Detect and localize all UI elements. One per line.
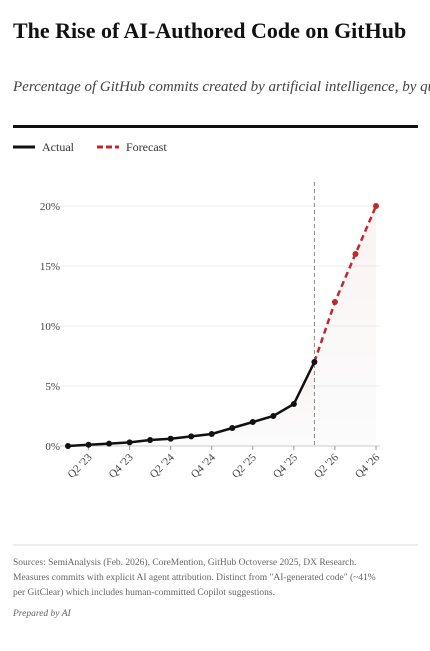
data-point [249, 419, 256, 425]
title-rule [13, 125, 418, 128]
legend-label: Actual [42, 140, 75, 154]
x-tick-label: Q4 '24 [189, 451, 218, 480]
y-tick-label: 10% [40, 321, 60, 333]
data-point [229, 425, 236, 431]
x-tick-label: Q2 '26 [312, 451, 341, 480]
y-tick-label: 20% [40, 201, 60, 213]
data-point [167, 435, 174, 442]
data-point [65, 443, 71, 449]
x-tick-label: Q2 '24 [148, 451, 177, 480]
data-point [373, 203, 379, 209]
data-point [106, 440, 113, 447]
x-tick-label: Q2 '23 [66, 451, 95, 480]
data-point [331, 299, 338, 305]
y-tick-label: 5% [45, 381, 60, 393]
source-line: per GitClear) which includes human-commi… [13, 587, 275, 598]
y-tick-label: 15% [40, 261, 60, 273]
series-area [314, 206, 376, 446]
data-point [270, 413, 277, 419]
source-line: Sources: SemiAnalysis (Feb. 2026), CoreM… [13, 557, 357, 568]
data-point [290, 401, 297, 407]
data-point [126, 439, 133, 446]
series-area [68, 362, 315, 446]
x-tick-label: Q4 '23 [107, 451, 136, 480]
data-point [352, 251, 359, 257]
series-line [313, 205, 378, 363]
chart-title: The Rise of AI-Authored Code on GitHub [13, 18, 406, 43]
x-tick-label: Q4 '25 [271, 451, 300, 480]
data-point [188, 433, 195, 440]
y-tick-label: 0% [45, 441, 60, 453]
credit: Prepared by AI [12, 609, 72, 619]
x-tick-label: Q2 '25 [230, 451, 259, 480]
source-line: Measures commits with explicit AI agent … [13, 572, 376, 583]
legend-label: Forecast [126, 140, 167, 154]
data-point [208, 431, 215, 437]
chart-subtitle: Percentage of GitHub commits created by … [12, 79, 430, 95]
data-point [147, 437, 154, 443]
x-tick-label: Q4 '26 [353, 451, 382, 480]
data-point [311, 359, 318, 365]
data-point [85, 441, 92, 448]
